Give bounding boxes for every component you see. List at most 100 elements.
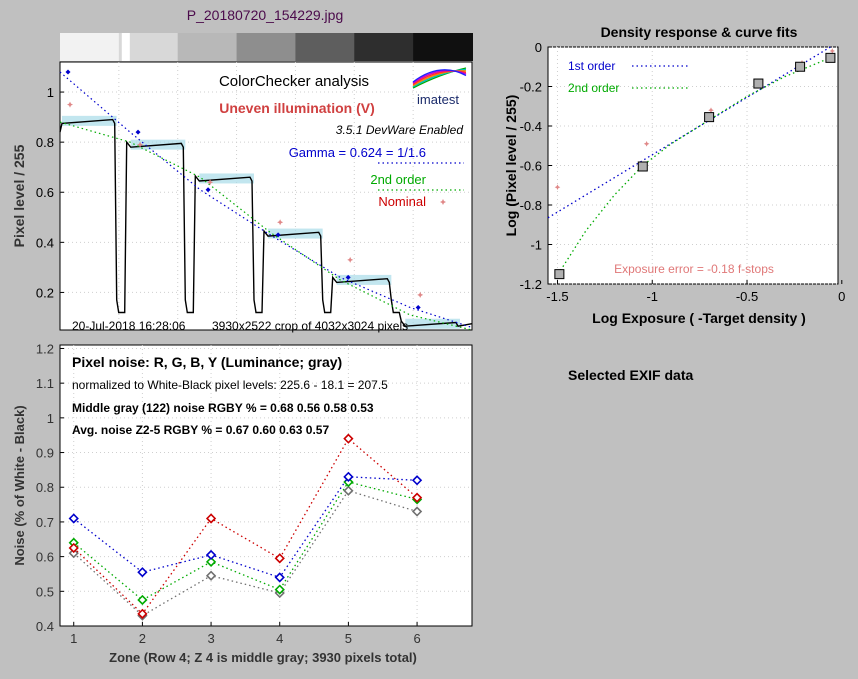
chart-title: ColorChecker analysis [219,73,369,90]
noise-point [205,513,217,524]
noise-series-line [73,489,418,617]
legend-label: 1st order [568,59,615,73]
density-grid [548,46,838,285]
logo-swoosh [412,69,467,83]
x-tick-label: 5 [345,631,352,646]
noise-plot-area [59,344,473,627]
noise-point [205,549,217,561]
noise-title: Pixel noise: R, G, B, Y (Luminance; gray… [72,354,342,370]
x-tick-label: 1 [70,631,77,646]
gamma-point [65,69,71,75]
noise-point [137,567,148,578]
noise-series [68,471,423,583]
y-tick-label: 0 [535,40,542,55]
y-axis-label: Pixel level / 255 [11,144,27,247]
version-label: 3.5.1 DevWare Enabled [336,123,464,137]
noise-point [274,584,285,595]
crop-label: 3930x2522 crop of 4032x3024 pixels [212,319,408,333]
y-tick-label: 0.8 [36,135,54,150]
y-tick-label: -0.2 [520,80,542,95]
measured-point [825,52,836,63]
exposure-error-annotation: Exposure error = -0.18 f-stops [614,262,774,276]
wedge-step [60,33,120,61]
x-tick-label: -0.5 [736,289,758,304]
noise-point [411,475,423,486]
imatest-logo: imatest [412,67,467,107]
y-tick-label: -1.2 [520,277,542,292]
logo-swoosh [412,69,467,84]
density-y-axis-label: Log (Pixel level / 255) [503,95,519,237]
x-tick-label: -1 [646,289,658,304]
exif-label: Selected EXIF data [568,367,694,383]
density-x-axis-label: Log Exposure ( -Target density ) [592,310,806,326]
legend-label: 2nd order [568,81,619,95]
noise-point [68,542,79,554]
y-tick-label: -0.6 [520,159,542,174]
noise-x-axis-label: Zone (Row 4; Z 4 is middle gray; 3930 pi… [109,650,417,665]
noise-point [205,556,217,567]
logo-swoosh [412,67,467,89]
noise-point [274,572,285,583]
step-wedge [60,33,473,61]
noise-point [68,513,79,524]
y-tick-label: 1.1 [36,376,54,391]
y-tick-label: 0.7 [36,515,54,530]
y-tick-label: 0.2 [36,285,54,300]
legend-label: Nominal [378,194,426,209]
noise-point [68,548,79,559]
measured-point [704,112,715,123]
noise-info-middle-gray: Middle gray (122) noise RGBY % = 0.68 0.… [72,401,374,415]
wedge-highlight [121,33,130,61]
noise-point [137,608,148,619]
noise-point [343,471,354,482]
nominal-point [417,291,424,298]
y-tick-label: 0.6 [36,185,54,200]
first-order-fit-line [547,46,831,219]
y-tick-label: 0.4 [36,235,54,250]
x-tick-label: 2 [139,631,146,646]
y-tick-label: -0.8 [520,198,542,213]
noise-y-axis-label: Noise (% of White - Black) [12,405,27,565]
x-tick-label: 0 [838,289,845,304]
noise-point [205,570,217,581]
density-title: Density response & curve fits [601,24,798,40]
wedge-step [295,33,356,61]
nominal-point [708,107,714,113]
wedge-step [354,33,415,61]
wedge-step [413,33,473,61]
date-label: 20-Jul-2018 16:28:06 [72,319,186,333]
wedge-step [177,33,238,61]
noise-point [411,492,423,503]
noise-info-normalized: normalized to White-Black pixel levels: … [72,378,388,392]
measured-point [554,269,565,280]
measured-point [795,61,806,72]
logo-swoosh [412,68,467,88]
noise-point [411,506,423,517]
measured-point [637,161,648,172]
legend: Gamma = 0.624 = 1/1.6 2nd order Nominal [289,145,464,209]
y-tick-label: -0.4 [520,119,542,134]
noise-point [137,594,148,606]
noise-series-line [73,437,418,615]
noise-chart: 0.4 0.5 0.6 0.7 0.8 0.9 1 1.1 1.2 1 2 3 4 5 6 Zone (Row… [12,341,473,665]
noise-series-line [73,476,418,579]
nominal-point [207,179,214,186]
legend-label: Gamma = 0.624 = 1/1.6 [289,145,426,160]
logo-text: imatest [417,92,459,107]
y-tick-label: -1 [530,238,542,253]
window-title: P_20180720_154229.jpg [186,7,344,23]
gamma-fit-line [59,71,473,329]
gamma-point [415,304,421,310]
logo-swoosh [412,70,467,87]
y-tick-label: 1.2 [36,341,54,356]
second-order-fit-line [59,121,473,331]
gamma-point [135,129,141,135]
y-tick-label: 0.6 [36,550,54,565]
nominal-point [643,141,650,147]
noise-point [274,553,285,564]
x-tick-label: 6 [413,631,420,646]
logo-swoosh [412,70,467,85]
y-tick-label: 0.4 [36,619,54,634]
nominal-point [829,48,836,54]
